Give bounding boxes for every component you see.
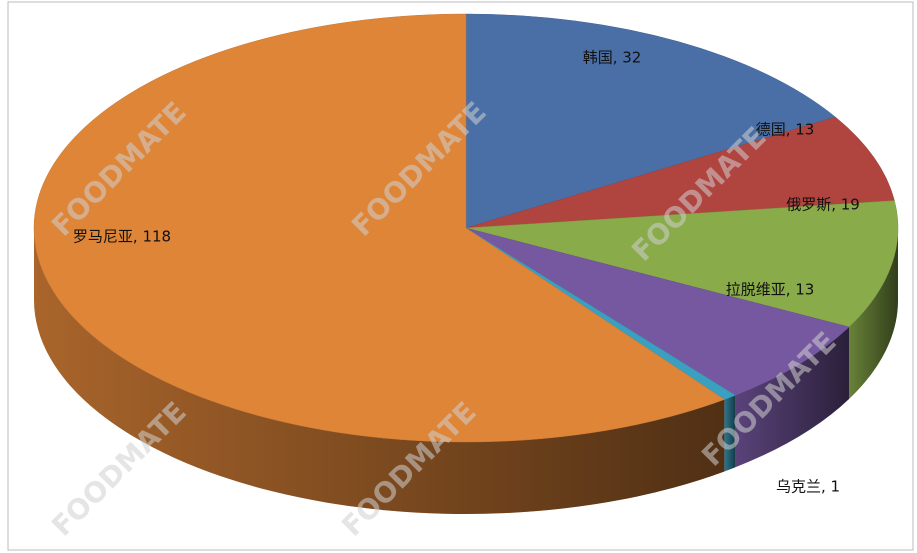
- data-label: 罗马尼亚, 118: [73, 228, 171, 246]
- data-label: 韩国, 32: [583, 49, 642, 67]
- slice: [465, 116, 895, 229]
- slice: [465, 13, 836, 229]
- slice-side-shade: [735, 326, 850, 468]
- data-label: 俄罗斯, 19: [786, 196, 860, 214]
- slice: [33, 13, 725, 443]
- data-label: 德国, 13: [756, 121, 815, 139]
- data-label: 乌克兰, 1: [776, 478, 840, 496]
- slice-side-shade: [724, 395, 736, 472]
- data-label: 拉脱维亚, 13: [726, 281, 815, 299]
- slice-side-shade: [34, 228, 725, 514]
- slice-side-shade: [849, 228, 898, 399]
- slice: [465, 200, 899, 328]
- slice: [465, 227, 850, 396]
